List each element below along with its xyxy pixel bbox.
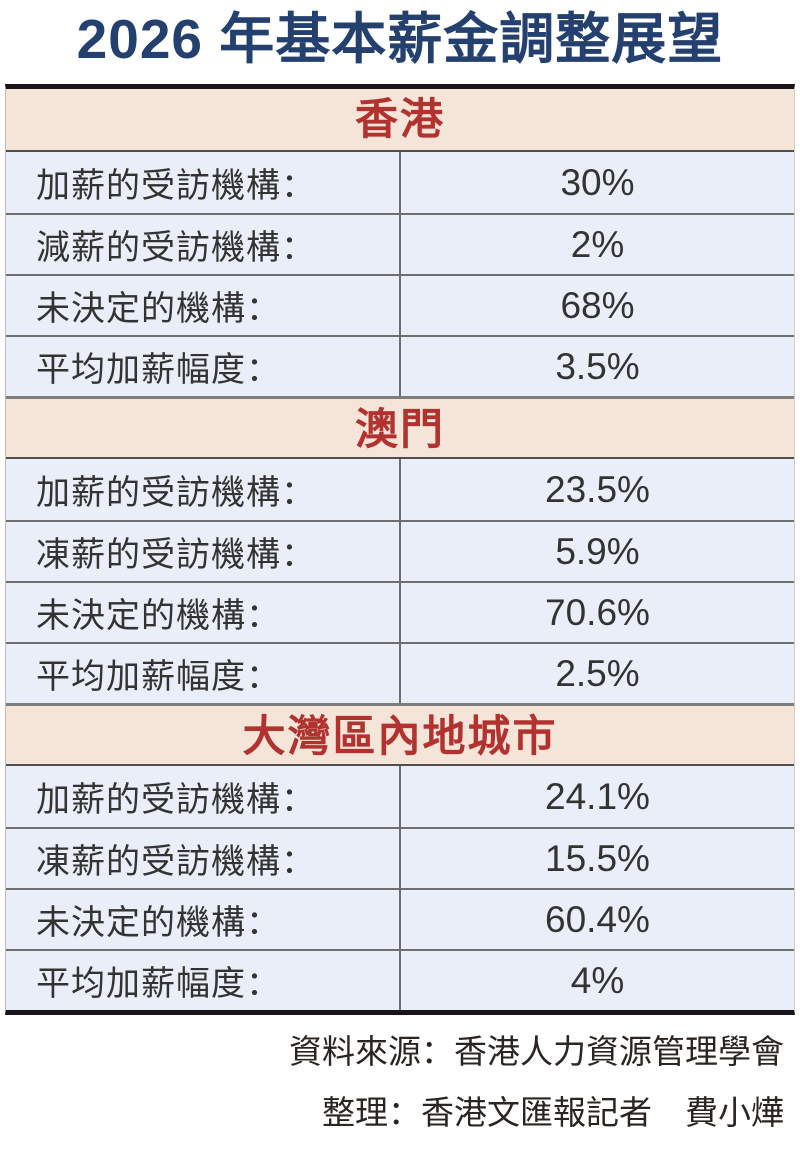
row-value: 68% [560,284,635,326]
row-label: 凍薪的受訪機構： [6,522,401,581]
table-row: 加薪的受訪機構： 23.5% [6,459,794,520]
section-hong-kong: 香港 加薪的受訪機構： 30% 減薪的受訪機構： 2% 未決定的機構： 68% … [6,89,794,396]
section-header-hong-kong: 香港 [6,89,794,152]
row-value: 2.5% [555,652,640,694]
row-label: 未決定的機構： [6,583,401,642]
row-label: 平均加薪幅度： [6,644,401,703]
row-value: 23.5% [545,468,650,510]
table-row: 平均加薪幅度： 3.5% [6,335,794,396]
table-row: 加薪的受訪機構： 30% [6,152,794,213]
table-row: 凍薪的受訪機構： 15.5% [6,827,794,888]
row-label: 減薪的受訪機構： [6,215,401,274]
row-value: 60.4% [545,898,650,940]
page-title: 2026 年基本薪金調整展望 [76,8,724,70]
section-macau: 澳門 加薪的受訪機構： 23.5% 凍薪的受訪機構： 5.9% 未決定的機構： … [6,396,794,703]
row-value: 3.5% [555,345,640,387]
row-label: 凍薪的受訪機構： [6,829,401,888]
section-header-gba-mainland-cities: 大灣區內地城市 [6,703,794,766]
footer-source: 資料來源：香港人力資源管理學會 [289,1035,784,1071]
row-value: 4% [570,959,625,1001]
footer: 資料來源：香港人力資源管理學會 整理：香港文匯報記者 費小燁 [0,1031,784,1136]
row-value: 70.6% [545,591,650,633]
row-label: 未決定的機構： [6,276,401,335]
row-value: 5.9% [555,530,640,572]
table-row: 加薪的受訪機構： 24.1% [6,766,794,827]
row-label: 加薪的受訪機構： [6,766,401,827]
table-row: 未決定的機構： 60.4% [6,888,794,949]
table-row: 未決定的機構： 70.6% [6,581,794,642]
row-label: 平均加薪幅度： [6,951,401,1010]
row-label: 未決定的機構： [6,890,401,949]
section-header-macau: 澳門 [6,396,794,459]
row-value: 30% [560,161,635,203]
row-label: 平均加薪幅度： [6,337,401,396]
table-row: 平均加薪幅度： 2.5% [6,642,794,703]
row-label: 加薪的受訪機構： [6,152,401,213]
salary-outlook-table: 香港 加薪的受訪機構： 30% 減薪的受訪機構： 2% 未決定的機構： 68% … [5,84,795,1015]
row-value: 24.1% [545,775,650,817]
row-value: 15.5% [545,837,650,879]
section-gba-mainland-cities: 大灣區內地城市 加薪的受訪機構： 24.1% 凍薪的受訪機構： 15.5% 未決… [6,703,794,1010]
row-label: 加薪的受訪機構： [6,459,401,520]
table-row: 未決定的機構： 68% [6,274,794,335]
table-row: 凍薪的受訪機構： 5.9% [6,520,794,581]
table-row: 平均加薪幅度： 4% [6,949,794,1010]
footer-credit: 整理：香港文匯報記者 費小燁 [322,1096,784,1132]
row-value: 2% [570,223,625,265]
table-row: 減薪的受訪機構： 2% [6,213,794,274]
